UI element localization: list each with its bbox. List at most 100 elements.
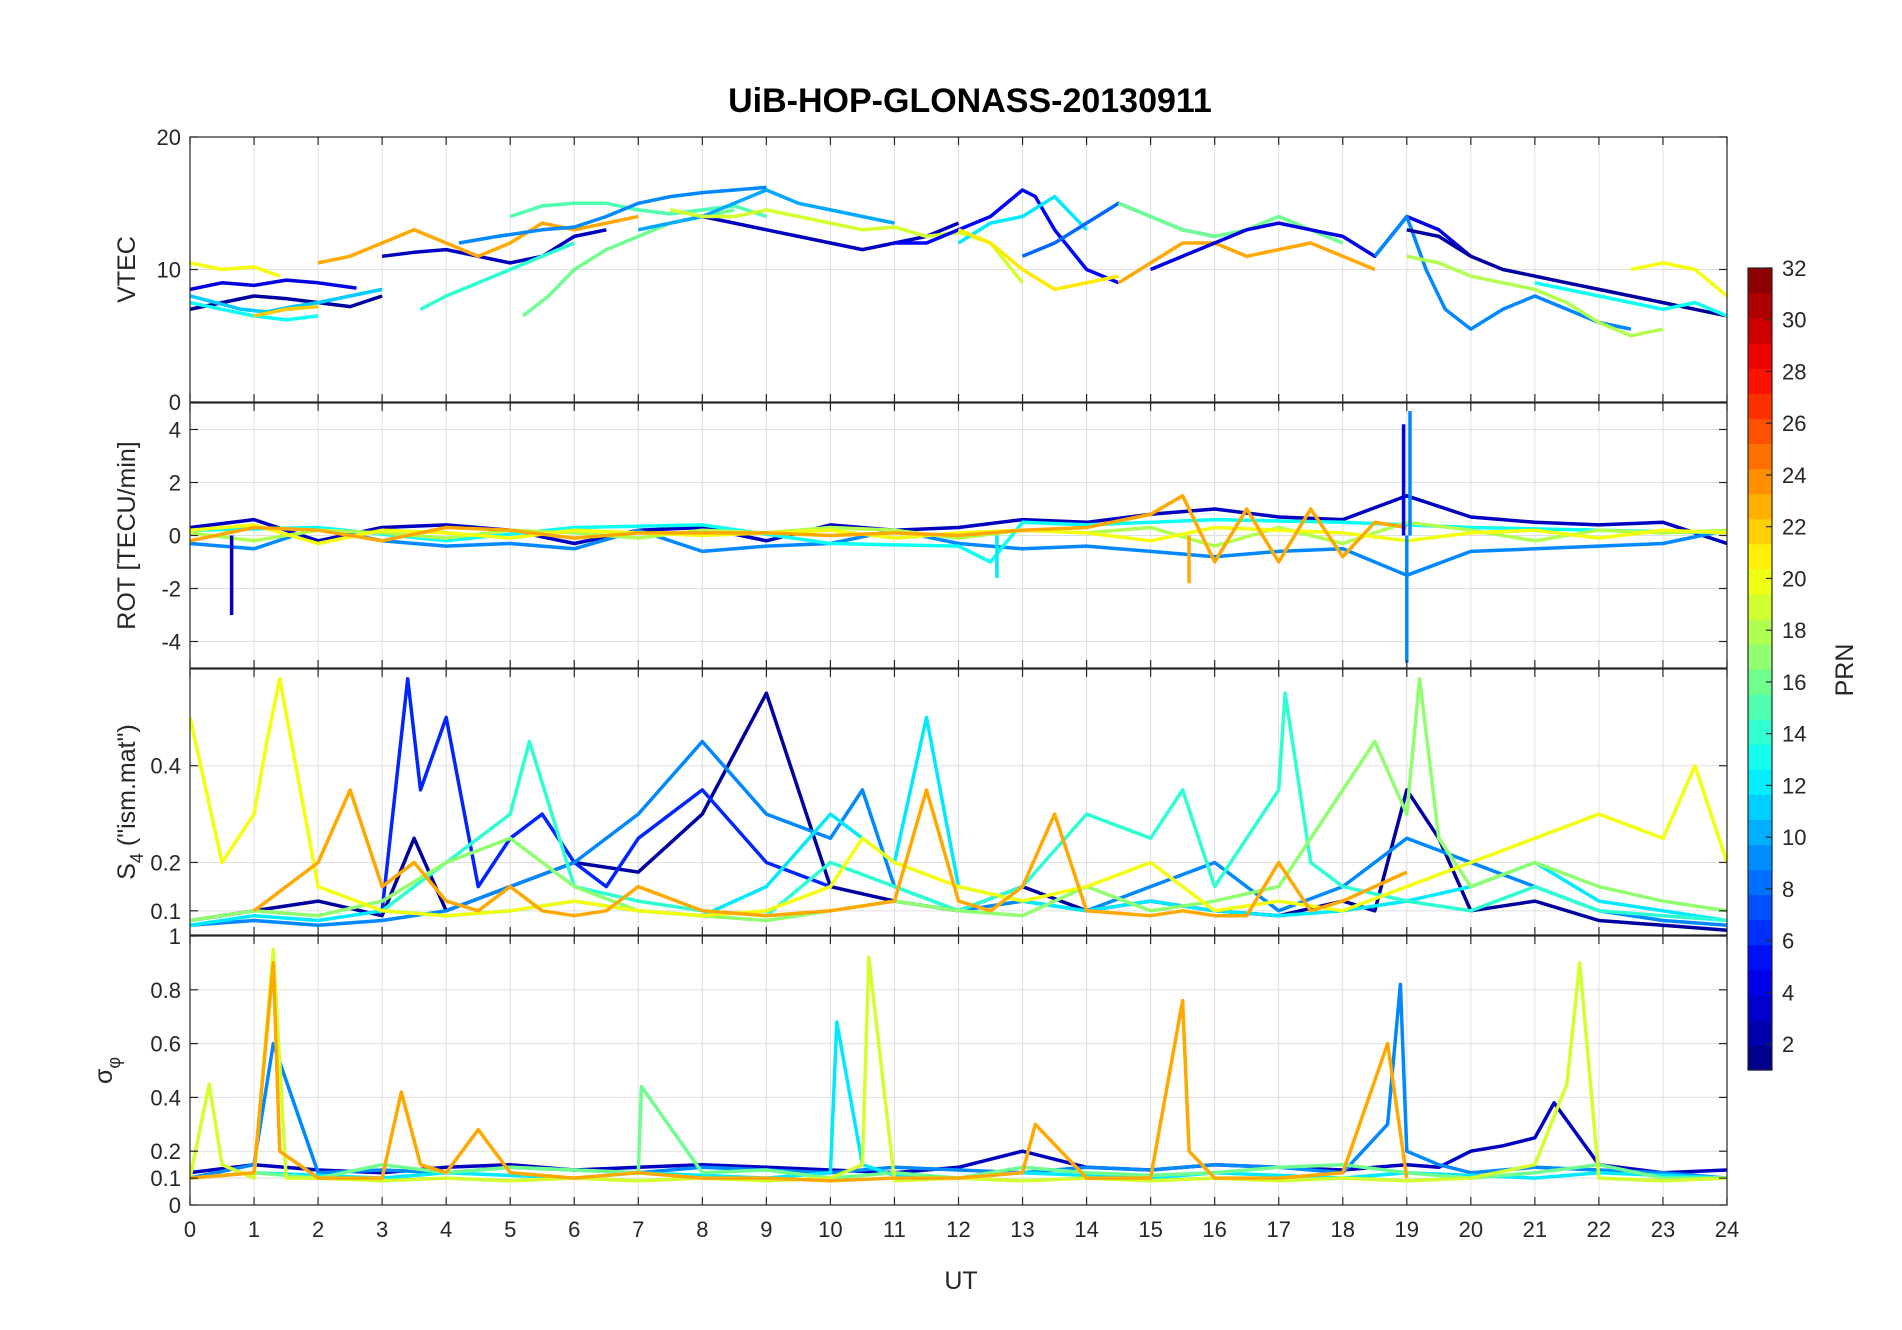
vtec-ytick-label: 0 xyxy=(169,390,181,415)
vtec-series-prn-20 xyxy=(190,261,281,278)
colorbar-segment xyxy=(1748,744,1772,770)
colorbar-segment xyxy=(1748,694,1772,720)
s4-ytick-label: 0.1 xyxy=(150,899,181,924)
rot-ylabel: ROT [TECU/min] xyxy=(113,441,141,629)
s4-series-prn-6 xyxy=(380,676,832,911)
colorbar-tick-label: 30 xyxy=(1782,308,1806,333)
panel-s4: 0.1 0.2 0.4S4 ("ism.mat") xyxy=(113,668,1728,936)
sigma-series-prn-3 xyxy=(190,1101,1727,1175)
vtec-series-prn-4 xyxy=(1149,214,1472,272)
colorbar-frame xyxy=(1747,267,1773,1071)
colorbar-segment xyxy=(1748,944,1772,971)
colorbar-tick-label: 16 xyxy=(1782,670,1806,695)
x-tick-label: 18 xyxy=(1331,1217,1355,1242)
colorbar-segment xyxy=(1748,719,1772,745)
rot-series-prn-23 xyxy=(190,494,1408,564)
x-tick-label: 5 xyxy=(504,1217,516,1242)
rot-series-prn-3 xyxy=(190,494,1727,546)
colorbar-segment xyxy=(1748,343,1772,369)
colorbar-segment xyxy=(1748,969,1772,996)
vtec-series xyxy=(190,185,1727,338)
x-tick-label: 19 xyxy=(1395,1217,1419,1242)
vtec-ylabel: VTEC xyxy=(113,236,141,303)
colorbar-tick-label: 24 xyxy=(1782,463,1806,488)
sigma-ytick-label: 0.1 xyxy=(150,1166,181,1191)
rot-series-prn-18 xyxy=(190,520,1727,548)
sigma-series xyxy=(190,947,1727,1183)
colorbar-segment xyxy=(1748,1044,1772,1071)
x-tick-label: 4 xyxy=(440,1217,452,1242)
x-tick-label: 11 xyxy=(883,1217,906,1242)
colorbar-tick-label: 32 xyxy=(1782,256,1806,281)
x-tick-label: 10 xyxy=(818,1217,842,1242)
sigma-ytick-label: 0.8 xyxy=(150,978,181,1003)
sigma-ylabel: σφ xyxy=(90,1057,124,1084)
colorbar-segment xyxy=(1748,894,1772,921)
x-tick-label: 17 xyxy=(1266,1217,1290,1242)
x-tick-label: 0 xyxy=(184,1217,196,1242)
colorbar-segment xyxy=(1748,618,1772,645)
colorbar-segment xyxy=(1748,443,1772,470)
colorbar-segment xyxy=(1748,769,1772,795)
vtec-series-prn-10 xyxy=(637,188,895,232)
colorbar-tick-label: 14 xyxy=(1782,722,1806,747)
colorbar-tick-label: 8 xyxy=(1782,877,1794,902)
sigma-ytick-label: 0 xyxy=(169,1193,181,1218)
sigma-ytick-label: 0.2 xyxy=(150,1139,181,1164)
rot-series-prn-20 xyxy=(190,523,1727,546)
colorbar-segment xyxy=(1748,869,1772,896)
vtec-series-prn-9 xyxy=(1373,214,1632,331)
colorbar-segment xyxy=(1748,568,1772,595)
x-tick-label: 2 xyxy=(312,1217,324,1242)
rot-ytick-label: 4 xyxy=(169,418,181,443)
colorbar-segment xyxy=(1748,919,1772,946)
colorbar-segment xyxy=(1748,643,1772,670)
colorbar-segment xyxy=(1748,819,1772,846)
rot-ytick-label: -4 xyxy=(161,630,181,655)
vtec-series-prn-2 xyxy=(1406,228,1727,318)
colorbar-tick-label: 6 xyxy=(1782,929,1794,954)
colorbar-segment xyxy=(1748,493,1772,520)
vtec-series-prn-23 xyxy=(317,214,639,265)
sigma-series-prn-19 xyxy=(190,947,1727,1183)
x-tick-label: 15 xyxy=(1138,1217,1162,1242)
colorbar-segment xyxy=(1748,318,1772,344)
vtec-series-prn-19 xyxy=(669,208,1024,284)
colorbar-segment xyxy=(1748,518,1772,545)
rot-ytick-label: 2 xyxy=(169,471,181,496)
colorbar-tick-label: 2 xyxy=(1782,1032,1794,1057)
sigma-series-prn-23 xyxy=(190,961,1409,1183)
x-tick-labels: 0 1 2 3 4 5 6 7 8 9 10 11 12 13 14 15 16 17 18 19 20 21 22 23 24 xyxy=(184,1217,1739,1242)
rot-series xyxy=(190,410,1727,663)
x-tick-label: 6 xyxy=(568,1217,580,1242)
x-tick-label: 16 xyxy=(1202,1217,1226,1242)
x-tick-label: 8 xyxy=(696,1217,708,1242)
colorbar-segment xyxy=(1748,293,1772,319)
colorbar-segment xyxy=(1748,393,1772,419)
sigma-ytick-label: 0.4 xyxy=(150,1085,181,1110)
sigma-ytick-label: 1 xyxy=(169,924,181,949)
vtec-ytick-label: 10 xyxy=(157,258,181,283)
x-tick-label: 7 xyxy=(632,1217,644,1242)
s4-series-prn-20 xyxy=(190,676,1727,918)
vtec-series-prn-20 xyxy=(1630,261,1727,298)
colorbar-segment xyxy=(1748,418,1772,445)
rot-series-prn-9 xyxy=(190,525,1727,578)
s4-series-prn-23 xyxy=(252,788,1408,918)
colorbar-segment xyxy=(1748,1019,1772,1046)
vtec-series-prn-4 xyxy=(190,278,357,292)
x-tick-label: 24 xyxy=(1715,1217,1739,1242)
s4-ytick-label: 0.4 xyxy=(150,754,181,779)
chart-title: UiB-HOP-GLONASS-20130911 xyxy=(728,82,1212,120)
colorbar-tick-label: 12 xyxy=(1782,773,1806,798)
x-tick-label: 12 xyxy=(946,1217,970,1242)
vtec-series-prn-21 xyxy=(957,228,1119,292)
rot-ytick-label: -2 xyxy=(161,577,181,602)
panel-rot: -4 -2 0 2 4 ROT [TECU/min] xyxy=(113,402,1728,669)
vtec-series-prn-18 xyxy=(1406,254,1664,338)
x-tick-label: 23 xyxy=(1651,1217,1675,1242)
vtec-series-prn-22 xyxy=(253,304,319,318)
